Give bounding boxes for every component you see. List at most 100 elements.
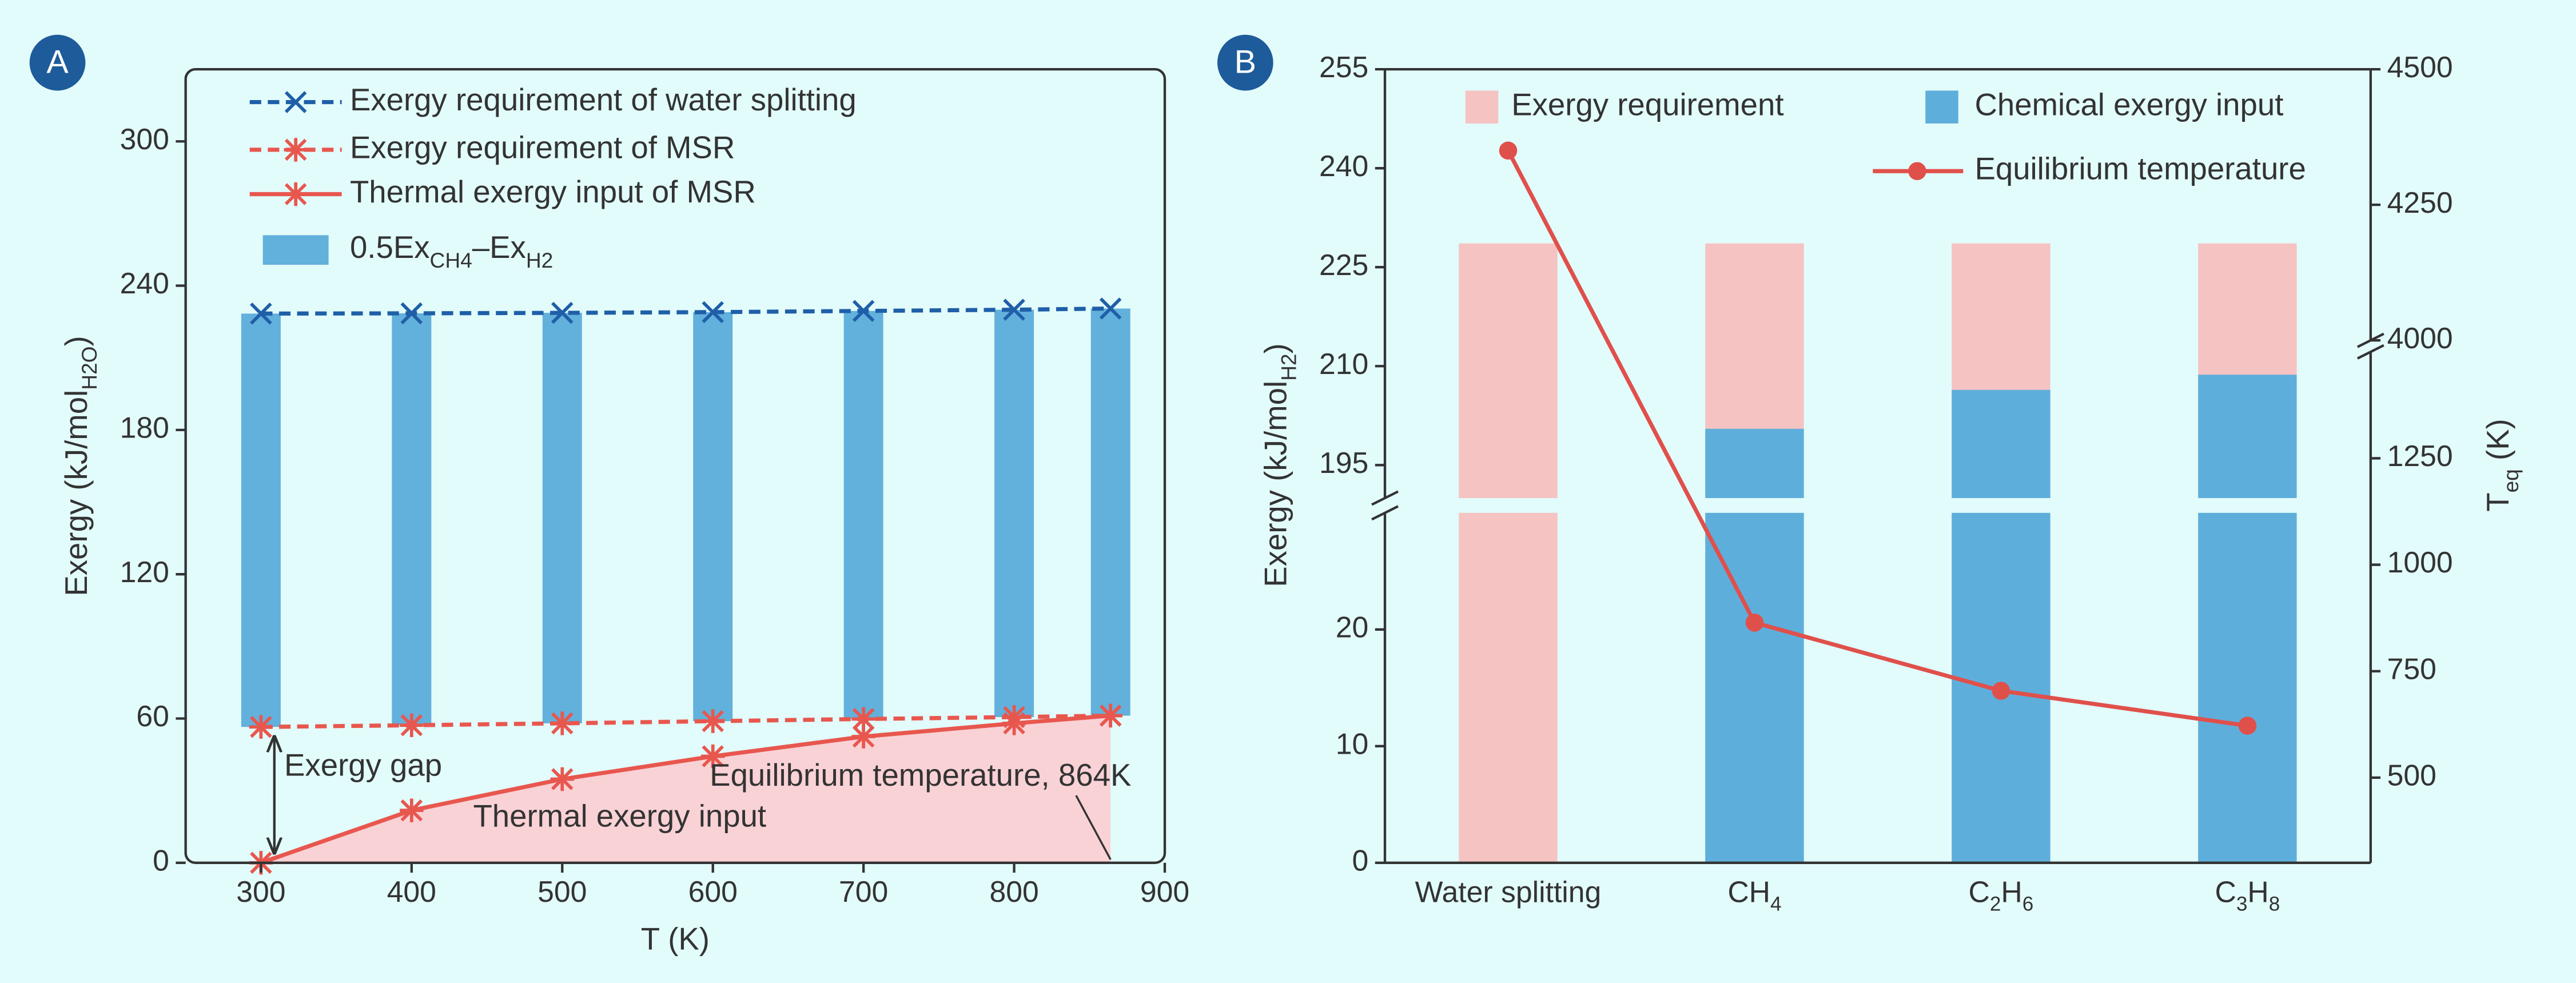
y-axis-label-part: H2O: [77, 346, 101, 389]
x-tick-label: 700: [839, 875, 888, 908]
bar: [843, 311, 883, 719]
legend-label: Exergy requirement: [1511, 87, 1783, 122]
panel-label: A: [46, 44, 69, 81]
marker-asterisk: [550, 767, 574, 791]
bar: [542, 313, 582, 723]
marker-circle: [1992, 682, 2010, 700]
marker-x: [1003, 299, 1025, 321]
y-tick-label: 10: [1336, 727, 1369, 760]
y-tick-label: 240: [1319, 149, 1368, 182]
bar: [2198, 375, 2297, 863]
y2-tick-label: 1000: [2387, 546, 2453, 579]
y2-tick-label: 4250: [2387, 186, 2453, 219]
y2-axis-label: Teq (K): [2481, 419, 2522, 512]
legend-label-part: H2: [526, 248, 553, 272]
x-tick-label-part: Water splitting: [1415, 875, 1602, 908]
bar: [1459, 243, 1558, 863]
marker-x: [551, 301, 574, 324]
legend-label-part: –Ex: [472, 230, 526, 265]
y-tick-label: 0: [1352, 843, 1369, 877]
x-tick-label: C2H6: [1969, 875, 2034, 915]
x-tick-label-part: CH: [1727, 875, 1770, 908]
legend-swatch: [1925, 90, 1958, 124]
y2-axis-label-part: eq: [2499, 469, 2523, 492]
x-tick-label-part: C: [2215, 875, 2236, 908]
x-tick-label-part: 6: [2022, 893, 2034, 915]
marker-asterisk: [851, 725, 875, 749]
bar: [693, 312, 733, 722]
y-tick-label: 255: [1319, 50, 1368, 83]
y-axis-label-part: ): [59, 336, 94, 346]
x-tick-label-part: 4: [1770, 893, 1782, 915]
y2-tick-label: 4500: [2387, 50, 2453, 83]
bar: [392, 313, 432, 726]
y-tick-label: 60: [136, 699, 169, 733]
y-axis-label: Exergy (kJ/molH2O): [59, 336, 101, 596]
y-tick-label: 225: [1319, 248, 1368, 281]
legend-label-part: 0.5Ex: [350, 230, 430, 265]
panel-label: B: [1235, 44, 1256, 81]
marker-asterisk: [701, 709, 725, 733]
break-mark: [2356, 344, 2384, 360]
marker-asterisk: [249, 715, 273, 739]
panel-badge: [29, 34, 86, 91]
y2-tick-label: 4000: [2387, 321, 2453, 355]
legend-label: Exergy requirement of water splitting: [350, 82, 857, 117]
y-tick-label: 0: [153, 843, 169, 877]
x-tick-label: 400: [387, 875, 436, 908]
y-tick-label: 240: [120, 266, 169, 300]
y-tick-label: 180: [120, 411, 169, 444]
marker-asterisk: [851, 707, 875, 731]
bar: [994, 309, 1034, 717]
y2-axis-label-part: (K): [2481, 419, 2515, 469]
marker-x: [250, 303, 272, 325]
y-axis-label-part: H2: [1276, 353, 1300, 380]
x-axis-label: T (K): [641, 922, 710, 957]
y-axis-label-part: Exergy (kJ/mol: [59, 390, 94, 596]
y-tick-label: 300: [120, 122, 169, 156]
area: [261, 715, 1111, 863]
y-axis-label: Exergy (kJ/molH2): [1259, 343, 1300, 587]
legend-label: Chemical exergy input: [1974, 87, 2283, 122]
x-tick-label: Water splitting: [1415, 875, 1602, 908]
x-tick-label-part: 2: [1990, 893, 2001, 915]
x-tick-label-part: 3: [2236, 893, 2248, 915]
y2-axis-label-part: T: [2481, 492, 2515, 511]
x-axis-label-part: T (K): [641, 922, 710, 957]
x-tick-label-part: H: [2001, 875, 2022, 908]
y-axis-label-part: ): [1259, 343, 1293, 353]
marker-asterisk: [400, 713, 424, 737]
x-tick-label: CH4: [1727, 875, 1781, 915]
x-tick-label: 800: [989, 875, 1038, 908]
x-tick-label: 600: [688, 875, 738, 908]
axes-frame: [184, 67, 1166, 864]
x-tick-label-part: C: [1969, 875, 1990, 908]
annotation: Thermal exergy input: [473, 799, 766, 834]
marker-asterisk: [1002, 711, 1026, 735]
marker-x: [702, 301, 724, 324]
legend-marker: [1908, 162, 1926, 181]
y-tick-label: 120: [120, 555, 169, 588]
legend-label: Equilibrium temperature: [1974, 152, 2306, 186]
annotation: Exergy gap: [284, 748, 442, 783]
axis-break-band: [1386, 498, 2369, 513]
marker-asterisk: [550, 711, 574, 735]
line: [1506, 149, 2248, 728]
marker-asterisk: [284, 182, 308, 206]
legend-label: 0.5ExCH4–ExH2: [350, 230, 553, 272]
annotation: Equilibrium temperature, 864K: [710, 758, 1131, 793]
y-tick-label: 195: [1319, 446, 1368, 479]
marker-x: [1099, 297, 1122, 320]
legend-swatch: [1465, 90, 1499, 124]
marker-x: [400, 302, 423, 325]
y2-tick-label: 500: [2387, 759, 2436, 792]
x-tick-label: 900: [1140, 875, 1189, 908]
marker-x: [852, 300, 875, 323]
marker-asterisk: [400, 798, 424, 822]
y-axis-label-part: Exergy (kJ/mol: [1259, 381, 1293, 587]
marker-circle: [2238, 717, 2257, 735]
marker-circle: [1745, 614, 1764, 632]
